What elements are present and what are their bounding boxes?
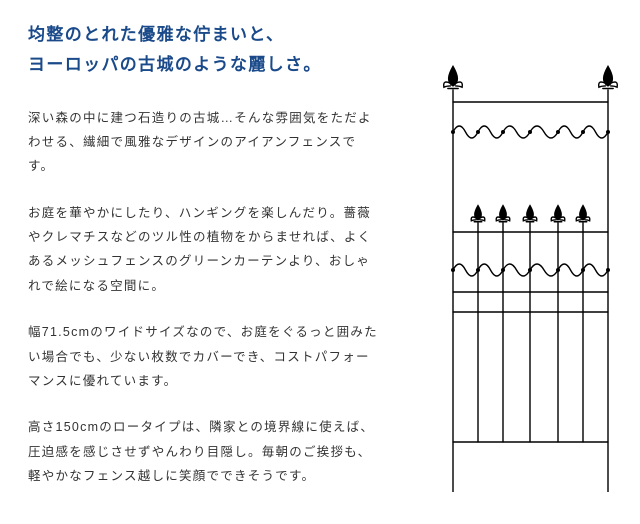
paragraph-3: 幅71.5cmのワイドサイズなので、お庭をぐるっと囲みたい場合でも、少ない枚数で… (28, 320, 382, 393)
headline-line-1: 均整のとれた優雅な佇まいと、 (28, 25, 284, 44)
headline: 均整のとれた優雅な佇まいと、 ヨーロッパの古城のような麗しさ。 (28, 20, 382, 80)
iron-fence-icon (433, 52, 628, 492)
paragraph-4: 高さ150cmのロータイプは、隣家との境界線に使えば、圧迫感を感じさせずやんわり… (28, 415, 382, 488)
text-content: 均整のとれた優雅な佇まいと、 ヨーロッパの古城のような麗しさ。 深い森の中に建つ… (0, 0, 410, 508)
paragraph-1: 深い森の中に建つ石造りの古城…そんな雰囲気をただよわせる、繊細で風雅なデザインの… (28, 106, 382, 179)
headline-line-2: ヨーロッパの古城のような麗しさ。 (28, 55, 322, 74)
fence-illustration (433, 52, 628, 497)
paragraph-2: お庭を華やかにしたり、ハンギングを楽しんだり。薔薇やクレマチスなどのツル性の植物… (28, 201, 382, 299)
